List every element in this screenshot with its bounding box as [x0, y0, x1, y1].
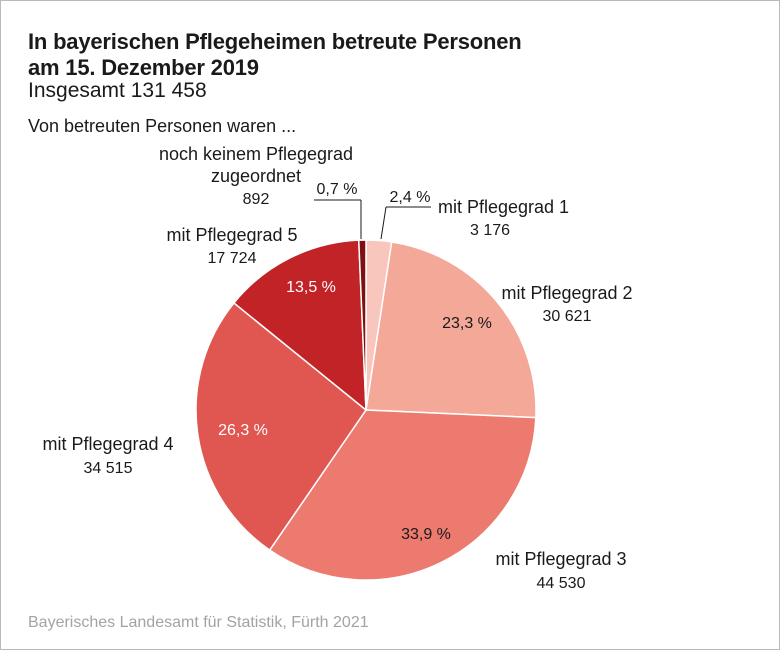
- category-label-noch-keinem-pflegegrad-zugeordnet-line-2: zugeordnet: [211, 166, 301, 186]
- category-label-mit-pflegegrad-2: mit Pflegegrad 2: [501, 283, 632, 303]
- category-label-mit-pflegegrad-4: mit Pflegegrad 4: [42, 434, 173, 454]
- pie-slice-mit-pflegegrad-2: [365, 241, 537, 419]
- chart-title-line-1: In bayerischen Pflegeheimen betreute Per…: [28, 29, 522, 54]
- pie-slice-mit-pflegegrad-5: [233, 239, 367, 411]
- value-label-mit-pflegegrad-5: 17 724: [208, 250, 257, 267]
- chart-intro-text: Von betreuten Personen waren ...: [28, 116, 297, 136]
- chart-source: Bayerisches Landesamt für Statistik, Für…: [28, 614, 369, 631]
- percent-label-mit-pflegegrad-4: 26,3 %: [218, 422, 268, 439]
- percent-label-mit-pflegegrad-3: 33,9 %: [401, 526, 451, 543]
- pie-slice-mit-pflegegrad-3: [268, 409, 537, 581]
- value-label-noch-keinem-pflegegrad-zugeordnet: 892: [243, 191, 270, 208]
- pie-slice-noch-keinem-pflegegrad-zugeordnet: [358, 239, 367, 411]
- pie-slices: [195, 239, 537, 581]
- category-label-mit-pflegegrad-5: mit Pflegegrad 5: [166, 225, 297, 245]
- pie-slice-mit-pflegegrad-4: [195, 302, 367, 551]
- pie-labels: 2,4 % mit Pflegegrad 1 3 176 23,3 % mit Pfle…: [42, 144, 632, 592]
- percent-label-mit-pflegegrad-2: 23,3 %: [442, 315, 492, 332]
- chart-title-line-2: am 15. Dezember 2019: [28, 55, 259, 80]
- percent-label-mit-pflegegrad-5: 13,5 %: [286, 279, 336, 296]
- category-label-noch-keinem-pflegegrad-zugeordnet-line-1: noch keinem Pflegegrad: [159, 144, 353, 164]
- category-label-mit-pflegegrad-1: mit Pflegegrad 1: [438, 197, 569, 217]
- value-label-mit-pflegegrad-4: 34 515: [84, 460, 133, 477]
- value-label-mit-pflegegrad-3: 44 530: [537, 575, 586, 592]
- chart-subtitle-total: Insgesamt 131 458: [28, 79, 207, 102]
- percent-label-noch-keinem-pflegegrad-zugeordnet: 0,7 %: [317, 181, 358, 198]
- category-label-mit-pflegegrad-3: mit Pflegegrad 3: [495, 549, 626, 569]
- percent-label-mit-pflegegrad-1: 2,4 %: [390, 189, 431, 206]
- value-label-mit-pflegegrad-2: 30 621: [543, 308, 592, 325]
- chart-title: In bayerischen Pflegeheimen betreute Per…: [28, 29, 522, 81]
- leader-line-mit-pflegegrad-1-drop: [380, 206, 387, 240]
- value-label-mit-pflegegrad-1: 3 176: [470, 222, 510, 239]
